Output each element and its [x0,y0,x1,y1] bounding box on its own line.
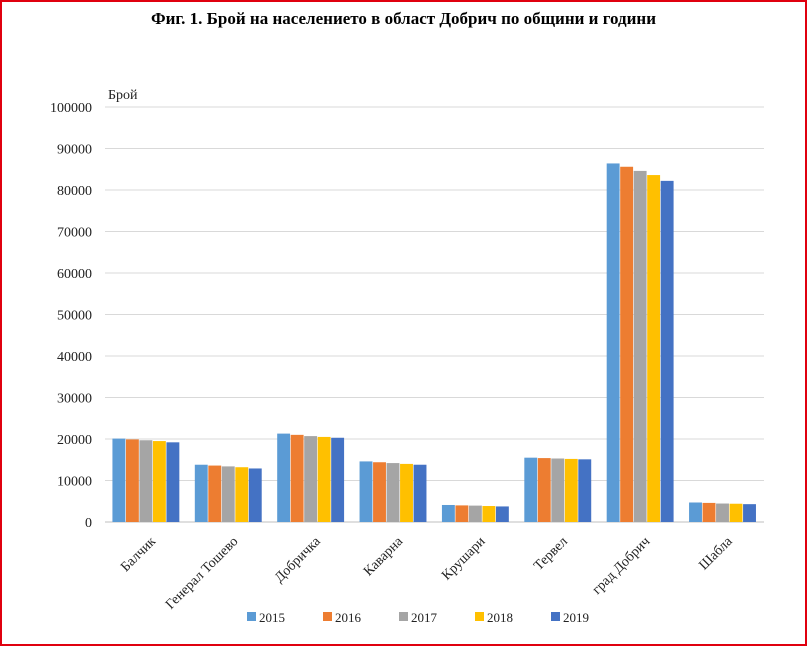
bar [620,166,634,522]
x-tick-label: град Добрич [590,534,653,597]
y-tick-label: 70000 [57,226,92,241]
y-axis-label: Брой [108,88,138,103]
legend-label: 2016 [335,610,362,625]
bar [551,458,565,522]
x-tick-label: Генерал Тошево [163,534,241,612]
chart-title: Фиг. 1. Брой на населението в област Доб… [150,9,656,28]
y-tick-label: 0 [85,516,92,531]
bar [304,436,318,522]
bar [373,462,386,522]
bar [495,506,509,522]
legend-label: 2015 [259,610,285,625]
y-tick-label: 40000 [57,350,92,365]
x-tick-label: Шабла [697,534,737,574]
bar [647,175,661,522]
bar [413,464,427,522]
bar [578,459,592,522]
y-tick-label: 90000 [57,143,92,158]
bar [139,440,153,522]
bar [482,506,496,522]
y-tick-label: 60000 [57,267,92,282]
y-tick-label: 80000 [57,184,92,199]
bar [702,502,716,522]
bar [524,457,538,522]
bar [125,439,139,522]
bar [729,503,743,522]
y-tick-label: 20000 [57,433,92,448]
bar [537,458,551,522]
bar [606,163,620,522]
legend-label: 2017 [411,610,438,625]
bar [441,504,455,522]
legend-swatch [475,612,484,621]
bar [221,466,235,522]
bar [194,464,208,522]
bar [689,502,702,522]
x-tick-label: Крушари [439,534,489,584]
bar [386,463,400,522]
bar [359,461,373,522]
bar [468,505,482,522]
bar [564,458,578,522]
bar [331,437,345,522]
bar [290,434,304,522]
x-tick-label: Добричка [272,534,324,586]
bar [317,436,331,522]
bar [248,468,262,522]
bar [633,170,647,522]
legend-swatch [551,612,560,621]
y-tick-label: 50000 [57,309,92,324]
bar [400,463,413,522]
x-tick-label: Каварна [361,534,407,580]
bar [166,442,180,522]
bar [660,180,674,522]
bar [112,438,126,522]
bar [152,441,166,522]
legend-swatch [399,612,408,621]
bar [277,433,291,522]
bar [455,505,469,522]
bar [208,465,222,522]
legend-label: 2018 [487,610,513,625]
legend-swatch [247,612,256,621]
y-tick-label: 100000 [50,101,92,116]
bar [716,503,729,522]
bar [235,467,249,522]
legend-swatch [323,612,332,621]
bar [743,504,756,522]
y-tick-label: 10000 [57,475,92,490]
y-tick-label: 30000 [57,392,92,407]
x-tick-label: Балчик [118,534,159,575]
x-tick-label: Тервел [531,534,571,574]
legend-label: 2019 [563,610,589,625]
